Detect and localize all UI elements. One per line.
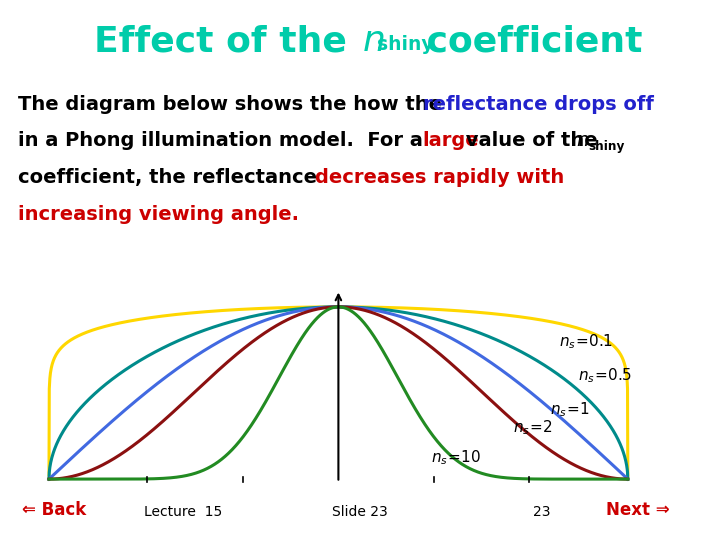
Text: $n_s\!=\!0.1$: $n_s\!=\!0.1$	[559, 333, 613, 352]
Text: increasing viewing angle.: increasing viewing angle.	[18, 205, 299, 224]
Text: $\it{n}$: $\it{n}$	[362, 24, 384, 58]
Text: shiny: shiny	[377, 35, 434, 54]
Text: 23: 23	[533, 505, 550, 519]
Text: shiny: shiny	[588, 140, 625, 153]
Text: decreases rapidly with: decreases rapidly with	[315, 168, 564, 187]
Text: $n_s\!=\!2$: $n_s\!=\!2$	[513, 418, 553, 437]
Text: $n_s\!=\!10$: $n_s\!=\!10$	[431, 449, 480, 468]
Text: $\it{n}$: $\it{n}$	[576, 131, 589, 150]
Text: $n_s\!=\!1$: $n_s\!=\!1$	[550, 401, 590, 420]
Text: Slide 23: Slide 23	[332, 505, 388, 519]
Text: reflectance drops off: reflectance drops off	[423, 94, 654, 113]
Text: value of the: value of the	[459, 131, 605, 150]
Text: Next ⇒: Next ⇒	[606, 502, 670, 519]
Text: The diagram below shows the how the: The diagram below shows the how the	[18, 94, 449, 113]
Text: ⇐ Back: ⇐ Back	[22, 502, 86, 519]
Text: coefficient, the reflectance: coefficient, the reflectance	[18, 168, 324, 187]
Text: Effect of the: Effect of the	[94, 24, 360, 58]
Text: large: large	[423, 131, 480, 150]
Text: in a Phong illumination model.  For a: in a Phong illumination model. For a	[18, 131, 430, 150]
Text: coefficient: coefficient	[414, 24, 642, 58]
Text: Lecture  15: Lecture 15	[144, 505, 222, 519]
Text: $n_s\!=\!0.5$: $n_s\!=\!0.5$	[578, 367, 632, 386]
